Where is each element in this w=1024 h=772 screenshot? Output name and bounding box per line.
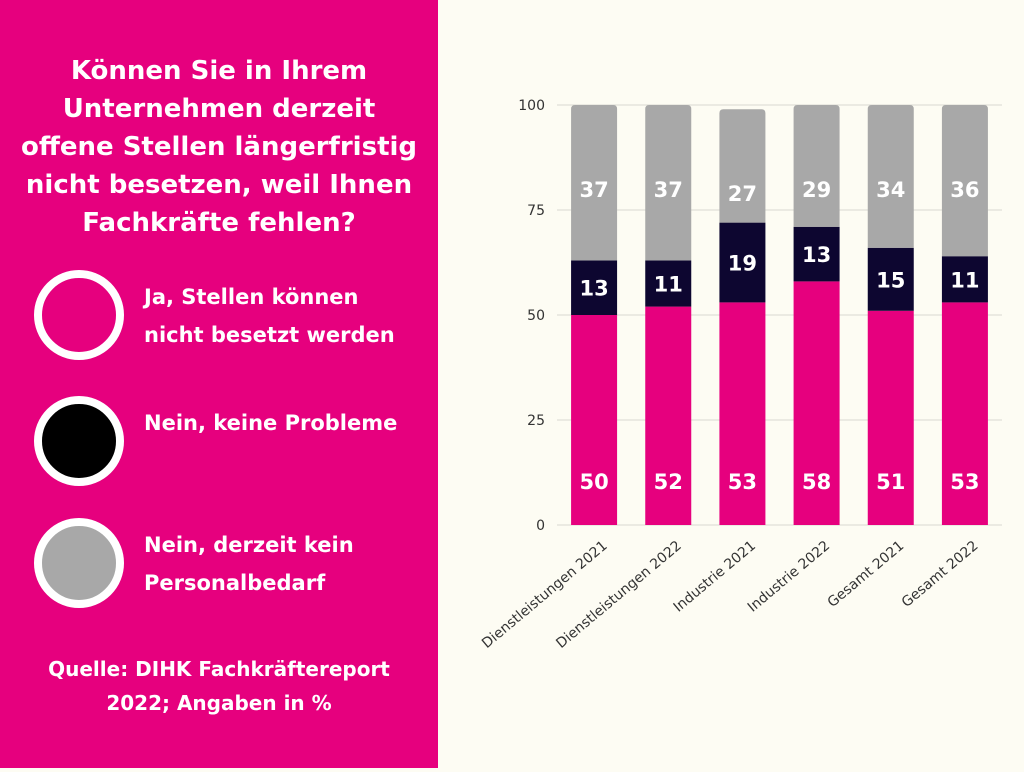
- data-label: 36: [950, 178, 979, 202]
- x-tick-label: Gesamt 2021: [825, 538, 908, 611]
- y-tick-label: 75: [527, 203, 545, 219]
- bar-segment: [719, 222, 766, 303]
- data-label: 37: [579, 178, 608, 202]
- data-label: 11: [654, 273, 683, 297]
- x-tick-label: Gesamt 2022: [899, 538, 982, 611]
- data-label: 15: [876, 268, 905, 292]
- data-label: 27: [728, 182, 757, 206]
- info-panel: Können Sie in Ihrem Unternehmen derzeit …: [0, 0, 438, 768]
- bar-segment: [645, 306, 692, 525]
- bar-segment: [867, 105, 914, 248]
- data-label: 19: [728, 252, 757, 276]
- legend-swatch-yes: [34, 270, 124, 360]
- bar-segment: [719, 109, 766, 223]
- legend-item-no-problems: Nein, keine Probleme: [34, 396, 434, 486]
- bar-segment: [571, 315, 618, 525]
- data-label: 29: [802, 178, 831, 202]
- bar-segment: [941, 105, 988, 257]
- legend-label-yes: Ja, Stellen können nicht besetzt werden: [144, 285, 395, 347]
- bar-segment: [867, 310, 914, 525]
- legend-item-no-demand: Nein, derzeit kein Personalbedarf: [34, 518, 434, 608]
- bar-segment: [793, 105, 840, 227]
- data-label: 11: [950, 268, 979, 292]
- bar-segment: [645, 105, 692, 261]
- bar-segment: [571, 105, 618, 261]
- data-label: 13: [579, 277, 608, 301]
- bar-segment: [719, 302, 766, 525]
- legend-label-no-problems: Nein, keine Probleme: [144, 411, 398, 435]
- bar-segment: [867, 247, 914, 311]
- bar-segment: [941, 256, 988, 303]
- data-label: 58: [802, 470, 831, 494]
- bar-segment: [793, 281, 840, 525]
- legend-item-yes: Ja, Stellen können nicht besetzt werden: [34, 270, 434, 360]
- bar-segment: [793, 226, 840, 282]
- y-tick-label: 0: [536, 518, 545, 534]
- x-tick-label: Dienstleistungen 2022: [553, 538, 685, 652]
- bar-segment: [941, 302, 988, 525]
- bar-segment: [571, 260, 618, 315]
- data-label: 34: [876, 178, 905, 202]
- y-tick-label: 50: [527, 308, 545, 324]
- stacked-bar-chart: 0 25 50 75 100 50 13 37 Dienstleistungen 2021 52 1…: [479, 98, 1002, 652]
- data-label: 13: [802, 243, 831, 267]
- data-label: 37: [654, 178, 683, 202]
- data-label: 53: [950, 470, 979, 494]
- legend-label-no-demand: Nein, derzeit kein Personalbedarf: [144, 533, 354, 595]
- y-tick-label: 25: [527, 413, 545, 429]
- source-note: Quelle: DIHK Fachkräftereport 2022; Anga…: [48, 657, 390, 715]
- chart-area: 0 25 50 75 100 50 13 37 Dienstleistungen 2021 52 1…: [438, 0, 1024, 768]
- data-label: 51: [876, 470, 905, 494]
- y-tick-label: 100: [518, 98, 545, 114]
- bar-segment: [645, 260, 692, 307]
- data-label: 50: [579, 470, 608, 494]
- legend-swatch-no-demand: [34, 518, 124, 608]
- survey-question: Können Sie in Ihrem Unternehmen derzeit …: [20, 56, 418, 238]
- data-label: 53: [728, 470, 757, 494]
- legend-swatch-no-problems: [34, 396, 124, 486]
- x-tick-label: Dienstleistungen 2021: [479, 538, 611, 652]
- data-label: 52: [654, 470, 683, 494]
